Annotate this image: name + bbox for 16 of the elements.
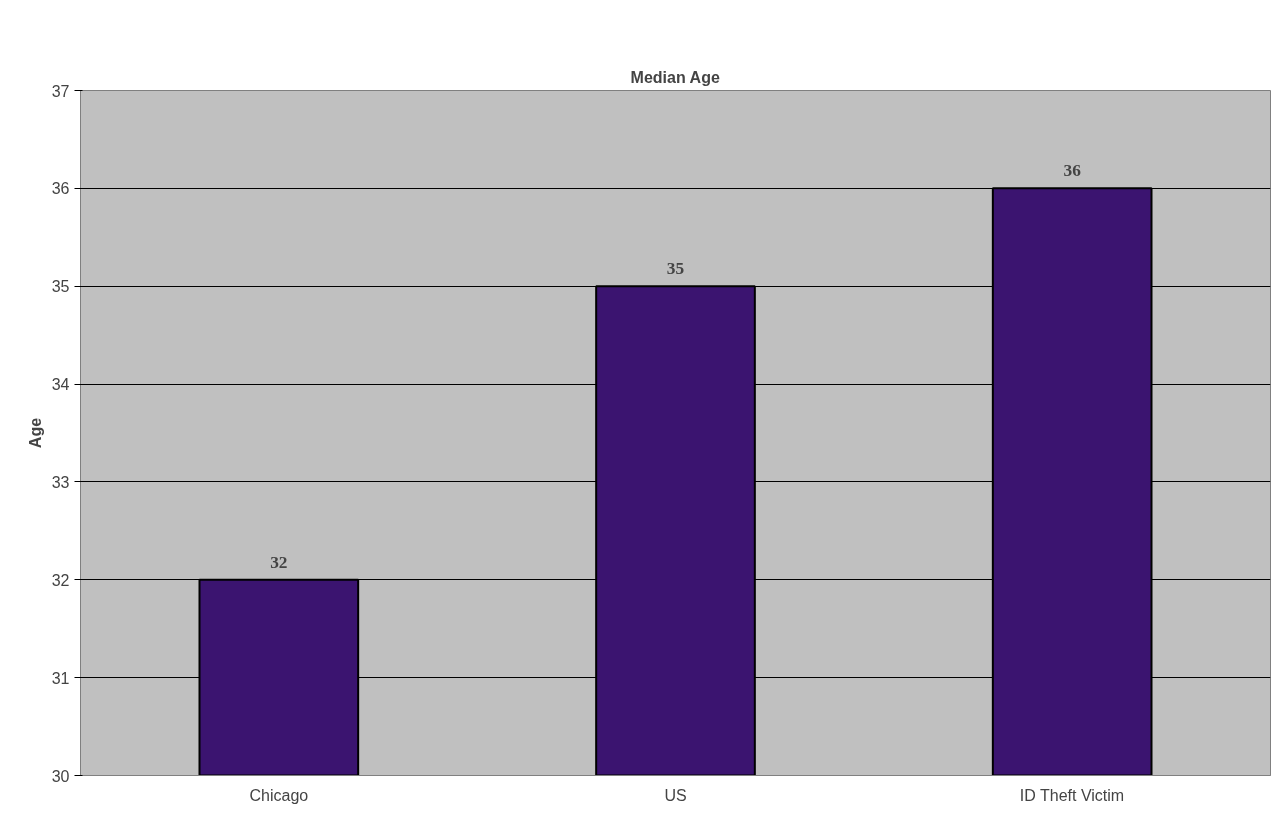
data-label: 35 — [666, 259, 685, 279]
chart-title: Median Age — [630, 68, 720, 86]
y-tick-label: 36 — [51, 180, 70, 198]
data-label: 32 — [270, 552, 288, 572]
x-tick-label: US — [664, 786, 687, 804]
y-tick-label: 31 — [51, 669, 70, 687]
data-label: 36 — [1063, 161, 1082, 181]
y-tick-label: 33 — [51, 473, 70, 491]
y-tick-label: 34 — [51, 376, 70, 394]
y-tick-label: 32 — [51, 571, 70, 589]
y-tick-label: 30 — [51, 767, 70, 785]
x-tick-label: ID Theft Victim — [1019, 786, 1125, 804]
y-tick-label: 35 — [51, 278, 70, 296]
x-tick-label: Chicago — [249, 786, 309, 804]
y-tick-label: 37 — [51, 82, 70, 100]
y-axis-title: Age — [26, 417, 44, 449]
